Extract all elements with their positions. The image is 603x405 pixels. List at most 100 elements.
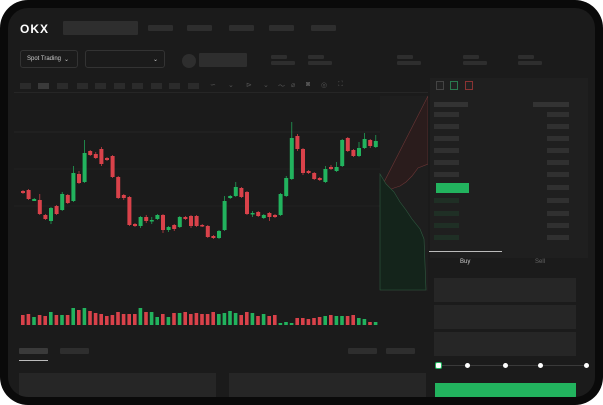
candle [357, 142, 361, 157]
candle-body [65, 195, 70, 203]
candlestick-chart[interactable] [14, 94, 428, 334]
order-book-asks-icon[interactable] [465, 81, 473, 90]
interval-button[interactable] [169, 83, 180, 89]
volume-bar [177, 313, 182, 325]
candle-body [43, 215, 48, 219]
interval-button[interactable] [77, 83, 88, 89]
camera-icon[interactable]: ◙ [306, 81, 311, 88]
candle [228, 195, 233, 199]
price-input[interactable] [434, 278, 576, 302]
depth-chart [379, 95, 428, 291]
candle [138, 216, 143, 228]
volume-bar [121, 314, 126, 325]
chevron-down-icon[interactable]: ⌄ [263, 82, 269, 89]
candle-body [362, 139, 367, 148]
volume-bar [284, 322, 288, 325]
candle [368, 139, 373, 148]
ask-amount [547, 136, 569, 141]
slider-handle[interactable] [435, 362, 442, 369]
candle [105, 157, 109, 161]
order-book-bids-icon[interactable] [450, 81, 458, 90]
candle-body [273, 215, 277, 217]
volume-bar [261, 314, 266, 325]
stat-label [308, 55, 324, 59]
interval-button[interactable] [95, 83, 106, 89]
tab-buy[interactable]: Buy [460, 259, 471, 265]
stat-label [518, 55, 534, 59]
filter-button[interactable] [348, 348, 377, 354]
line-icon[interactable]: ～ [278, 83, 285, 90]
candle [373, 135, 378, 148]
amount-input[interactable] [434, 305, 576, 329]
slider-mark-25[interactable] [465, 363, 470, 368]
volume-bar [256, 316, 260, 325]
candle-body [222, 201, 227, 230]
okx-logo: OKX [20, 22, 50, 36]
candle [267, 212, 272, 221]
chevron-down-icon: ⌄ [152, 56, 158, 63]
nav-item[interactable] [269, 25, 294, 31]
nav-item[interactable] [187, 25, 212, 31]
candle-body [211, 236, 216, 238]
interval-button[interactable] [151, 83, 162, 89]
stat-label [271, 55, 287, 59]
filter-button[interactable] [386, 348, 415, 354]
bid-amount [547, 223, 569, 228]
indicator-icon[interactable]: ∽ [210, 82, 216, 89]
ruler-icon[interactable]: ⌀ [291, 82, 296, 89]
volume-bar [245, 312, 249, 325]
volume-bar [267, 316, 271, 325]
settings-icon[interactable]: ◎ [321, 82, 328, 89]
interval-button[interactable] [20, 83, 31, 89]
candles [21, 122, 378, 239]
pair-selector[interactable]: ⌄ [85, 50, 165, 68]
ask-price [434, 124, 459, 129]
interval-button[interactable] [57, 83, 68, 89]
tab-sell[interactable]: Sell [535, 259, 546, 265]
candle [289, 122, 294, 180]
draw-tool-icon[interactable]: ⊳ [246, 82, 252, 89]
interval-button[interactable] [114, 83, 125, 89]
volume-bar [189, 314, 193, 325]
volume-bar [306, 319, 311, 325]
candle [133, 223, 137, 227]
candle-body [368, 140, 373, 146]
volume-bar [295, 318, 299, 325]
slider-mark-100[interactable] [584, 363, 589, 368]
tab-order-history[interactable] [60, 348, 89, 354]
candle [77, 171, 81, 184]
interval-button-active[interactable] [38, 83, 49, 89]
volume-bar [133, 314, 137, 325]
nav-item[interactable] [148, 25, 173, 31]
total-input[interactable] [434, 332, 576, 356]
slider-mark-75[interactable] [538, 363, 543, 368]
slider-mark-50[interactable] [503, 363, 508, 368]
buy-submit-button[interactable] [435, 383, 576, 397]
candle [340, 139, 345, 167]
market-selector[interactable]: Spot Trading ⌄ [20, 50, 78, 68]
slider-track[interactable] [438, 365, 588, 366]
candle [155, 214, 160, 220]
volume-bar [77, 310, 81, 325]
volume-bar [200, 314, 204, 325]
candle-body [138, 217, 143, 226]
nav-item[interactable] [311, 25, 336, 31]
volume-bar [217, 314, 221, 325]
interval-button[interactable] [188, 83, 199, 89]
candle [26, 189, 31, 200]
nav-item[interactable] [229, 25, 254, 31]
candle [256, 211, 261, 217]
candle-body [110, 156, 115, 177]
candle-body [194, 216, 199, 226]
interval-button[interactable] [132, 83, 143, 89]
fullscreen-icon[interactable]: ⛶ [338, 81, 343, 88]
order-book [430, 78, 588, 258]
tab-open-orders[interactable] [19, 348, 48, 354]
search-bar[interactable] [63, 21, 138, 35]
chevron-down-icon[interactable]: ⌄ [228, 82, 234, 89]
candle [317, 177, 322, 181]
stat-value [271, 61, 295, 65]
volume-bar [368, 322, 372, 325]
volume-bar [82, 308, 87, 325]
order-book-both-icon[interactable] [436, 81, 444, 90]
